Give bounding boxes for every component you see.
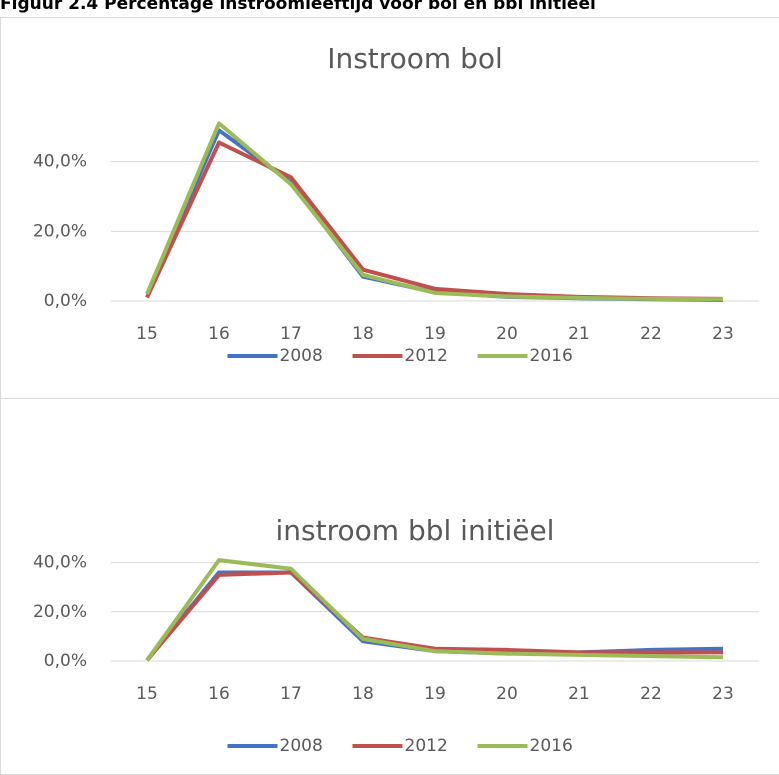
x-tick-label: 16 — [208, 684, 230, 704]
x-tick-label: 23 — [712, 684, 734, 704]
data-line — [145, 558, 724, 662]
legend-label: 2012 — [405, 736, 448, 756]
x-tick-label: 22 — [640, 324, 662, 344]
y-tick-label: 0,0% — [44, 651, 87, 671]
legend-label: 2008 — [280, 736, 323, 756]
x-tick-label: 19 — [424, 324, 446, 344]
x-tick-label: 22 — [640, 684, 662, 704]
x-tick-label: 20 — [496, 324, 518, 344]
x-tick-label: 18 — [352, 324, 374, 344]
x-tick-label: 18 — [352, 684, 374, 704]
x-tick-label: 21 — [568, 324, 590, 344]
chart-title: Instroom bol — [327, 42, 503, 75]
y-tick-label: 40,0% — [33, 553, 87, 573]
legend-label: 2012 — [405, 346, 448, 366]
chart-border — [0, 398, 779, 775]
data-line — [145, 121, 724, 302]
figure-caption: Figuur 2.4 Percentage instroomleeftijd v… — [0, 0, 596, 14]
x-tick-label: 23 — [712, 324, 734, 344]
chart-title: instroom bbl initiëel — [276, 514, 555, 547]
data-line — [145, 570, 723, 662]
legend-label: 2016 — [530, 346, 573, 366]
data-line — [145, 128, 724, 302]
x-tick-label: 17 — [280, 324, 302, 344]
x-tick-label: 19 — [424, 684, 446, 704]
y-tick-label: 40,0% — [33, 152, 87, 172]
y-tick-label: 0,0% — [44, 291, 87, 311]
legend-label: 2008 — [280, 346, 323, 366]
x-tick-label: 16 — [208, 324, 230, 344]
data-line — [145, 140, 724, 301]
x-tick-label: 21 — [568, 684, 590, 704]
x-tick-label: 15 — [136, 684, 158, 704]
y-tick-label: 20,0% — [33, 221, 87, 241]
legend-label: 2016 — [530, 736, 573, 756]
x-tick-label: 15 — [136, 324, 158, 344]
x-tick-label: 17 — [280, 684, 302, 704]
x-tick-label: 20 — [496, 684, 518, 704]
y-tick-label: 20,0% — [33, 602, 87, 622]
